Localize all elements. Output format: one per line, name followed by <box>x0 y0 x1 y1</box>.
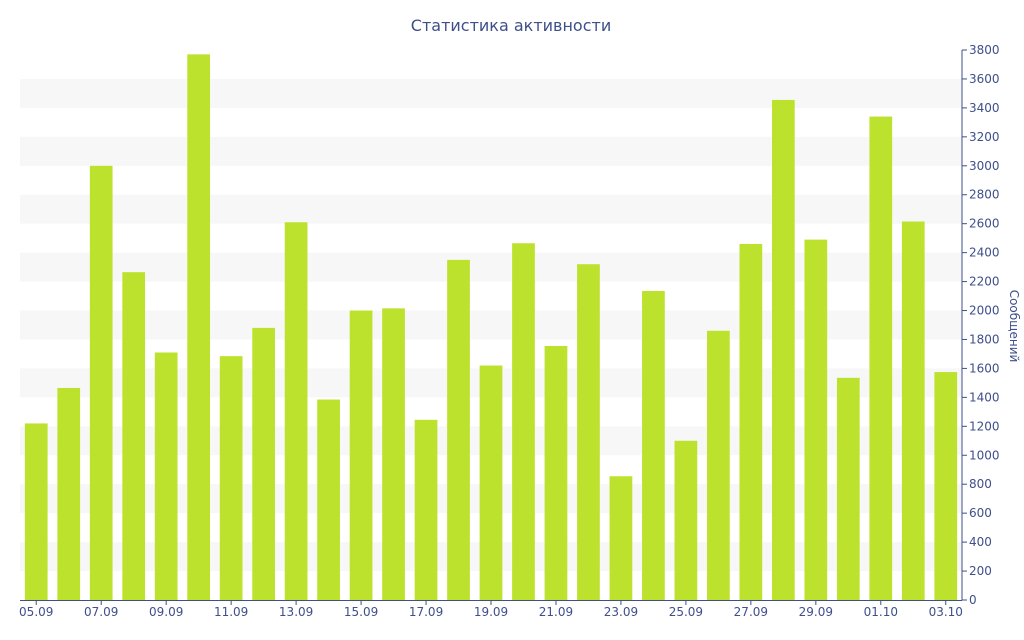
bar-02.10 <box>901 221 925 600</box>
bar-08.09 <box>122 272 146 600</box>
x-tick-label: 25.09 <box>669 605 703 619</box>
bar-03.10 <box>934 372 958 600</box>
y-axis: 0 200 400 600 800 1000 1200 1400 1600 1800 2000 220… <box>961 43 1000 607</box>
y-tick-label: 2600 <box>969 217 1000 231</box>
bar-15.09 <box>349 310 373 600</box>
x-tick-label: 27.09 <box>734 605 768 619</box>
bar-12.09 <box>252 327 275 600</box>
bar-30.09 <box>836 377 860 600</box>
grid-band <box>20 194 962 224</box>
y-tick-label: 3800 <box>969 43 1000 57</box>
x-tick-label: 05.09 <box>19 605 53 619</box>
y-tick-label: 1200 <box>969 419 1000 433</box>
y-tick-label: 3600 <box>969 72 1000 86</box>
bar-27.09 <box>739 243 763 600</box>
bar-24.09 <box>642 290 665 600</box>
bar-06.09 <box>57 387 81 600</box>
y-tick-label: 2400 <box>969 246 1000 260</box>
y-tick-label: 2800 <box>969 188 1000 202</box>
y-tick-label: 800 <box>969 477 992 491</box>
x-tick-label: 07.09 <box>84 605 118 619</box>
bar-07.09 <box>89 165 113 600</box>
x-tick-label: 11.09 <box>214 605 248 619</box>
x-tick-label: 03.10 <box>929 605 963 619</box>
x-tick-label: 09.09 <box>149 605 183 619</box>
bar-25.09 <box>674 440 698 600</box>
x-tick-label: 29.09 <box>799 605 833 619</box>
bar-16.09 <box>382 308 405 600</box>
bar-21.09 <box>544 345 568 600</box>
bar-01.10 <box>869 116 893 600</box>
x-tick-label: 17.09 <box>409 605 443 619</box>
bar-13.09 <box>284 222 308 600</box>
x-tick-label: 21.09 <box>539 605 573 619</box>
y-tick-label: 1600 <box>969 361 1000 375</box>
y-tick-label: 1800 <box>969 332 1000 346</box>
x-tick-label: 13.09 <box>279 605 313 619</box>
y-tick-label: 1400 <box>969 390 1000 404</box>
bar-22.09 <box>577 264 600 600</box>
y-tick-label: 200 <box>969 564 992 578</box>
bar-11.09 <box>219 356 243 600</box>
bar-18.09 <box>447 259 470 600</box>
x-tick-label: 15.09 <box>344 605 378 619</box>
bar-05.09 <box>24 423 48 600</box>
y-tick-label: 2200 <box>969 275 1000 289</box>
bar-14.09 <box>317 399 340 600</box>
bar-28.09 <box>771 99 795 601</box>
bar-23.09 <box>609 476 633 600</box>
bar-09.09 <box>154 352 178 600</box>
x-axis: 05.09 07.09 09.09 11.09 13.09 15.09 17.09 19.09… <box>19 600 963 619</box>
y-tick-label: 3200 <box>969 130 1000 144</box>
y-tick-label: 3000 <box>969 159 1000 173</box>
y-tick-label: 600 <box>969 506 992 520</box>
y-tick-label: 2000 <box>969 304 1000 318</box>
bar-19.09 <box>479 365 503 600</box>
y-tick-label: 400 <box>969 535 992 549</box>
y-axis-label: Сообщений <box>1007 290 1021 363</box>
bar-10.09 <box>187 54 211 601</box>
grid-band <box>20 78 962 108</box>
x-tick-label: 19.09 <box>474 605 508 619</box>
bar-26.09 <box>707 330 730 600</box>
bar-17.09 <box>414 419 438 600</box>
x-tick-label: 23.09 <box>604 605 638 619</box>
chart-title: Статистика активности <box>411 16 611 35</box>
bars <box>24 54 958 601</box>
x-tick-label: 01.10 <box>864 605 898 619</box>
y-tick-label: 0 <box>969 593 977 607</box>
grid-band <box>20 136 962 166</box>
bar-20.09 <box>512 243 535 600</box>
y-tick-label: 1000 <box>969 448 1000 462</box>
bar-29.09 <box>804 239 828 600</box>
y-tick-label: 3400 <box>969 101 1000 115</box>
